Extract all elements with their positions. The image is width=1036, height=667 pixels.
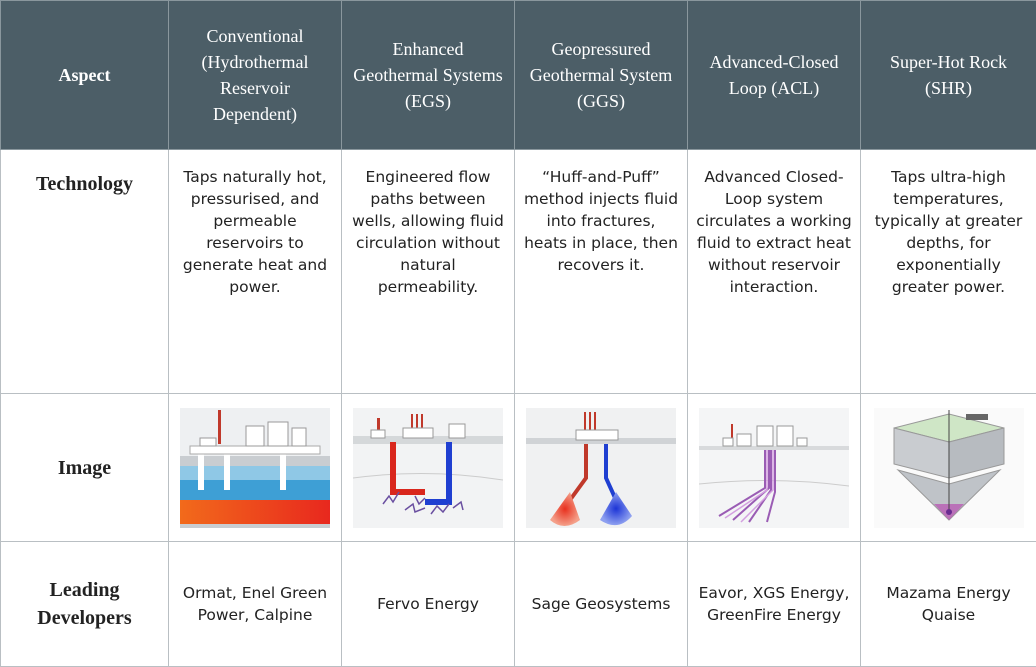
illustration-shape bbox=[584, 411, 586, 430]
illustration-shape bbox=[180, 499, 330, 524]
row-header: Leading Developers bbox=[0, 541, 169, 667]
illustration bbox=[873, 407, 1024, 528]
illustration-shape bbox=[718, 449, 776, 523]
column-header: Enhanced Geothermal Systems (EGS) bbox=[341, 0, 515, 150]
image-cell bbox=[341, 393, 515, 542]
illustration-shape bbox=[280, 451, 286, 490]
image-cell bbox=[687, 393, 861, 542]
table-row: Image bbox=[0, 393, 1036, 542]
image-cell bbox=[168, 393, 342, 542]
illustration-shape bbox=[526, 407, 676, 528]
illustration-shape bbox=[291, 427, 307, 446]
table-cell: Ormat, Enel Green Power, Calpine bbox=[168, 541, 342, 667]
column-header: Geopressured Geothermal System (GGS) bbox=[514, 0, 688, 150]
illustration bbox=[353, 407, 503, 528]
illustration-shape bbox=[594, 411, 596, 430]
illustration-shape bbox=[526, 437, 676, 444]
illustration-shape bbox=[796, 437, 808, 446]
illustration-shape bbox=[198, 451, 204, 490]
illustration-shape bbox=[600, 491, 632, 525]
table-row: Leading Developers Ormat, Enel Green Pow… bbox=[0, 541, 1036, 667]
image-cell bbox=[860, 393, 1036, 542]
illustration-shape bbox=[390, 441, 425, 495]
illustration-shape bbox=[180, 479, 330, 500]
illustration-shape bbox=[353, 435, 503, 444]
illustration bbox=[180, 407, 330, 528]
illustration-shape bbox=[402, 427, 434, 438]
table-cell: Mazama Energy Quaise bbox=[860, 541, 1036, 667]
table-cell: Eavor, XGS Energy, GreenFire Energy bbox=[687, 541, 861, 667]
illustration-shape bbox=[421, 413, 423, 430]
illustration-shape bbox=[756, 425, 774, 446]
illustration-shape bbox=[965, 413, 988, 420]
illustration-shape bbox=[724, 449, 774, 523]
illustration-shape bbox=[722, 437, 734, 446]
column-header: Advanced-Closed Loop (ACL) bbox=[687, 0, 861, 150]
illustration-shape bbox=[353, 472, 503, 480]
row-header: Image bbox=[0, 393, 169, 542]
illustration-shape bbox=[411, 413, 413, 430]
illustration bbox=[526, 407, 676, 528]
table-cell: Taps naturally hot, pressurised, and per… bbox=[168, 149, 342, 394]
table-cell: Advanced Closed-Loop system circulates a… bbox=[687, 149, 861, 394]
table-body: Technology Taps naturally hot, pressuris… bbox=[0, 149, 1036, 667]
illustration-shape bbox=[589, 411, 591, 430]
illustration-shape bbox=[945, 508, 952, 515]
table-cell: Taps ultra-high temperatures, typically … bbox=[860, 149, 1036, 394]
illustration-shape bbox=[377, 417, 380, 436]
illustration-shape bbox=[416, 413, 418, 430]
illustration-shape bbox=[425, 441, 452, 505]
illustration-shape bbox=[382, 491, 464, 514]
table-header: Aspect Conventional (Hydrothermal Reserv… bbox=[0, 0, 1036, 150]
illustration bbox=[699, 407, 849, 528]
illustration-shape bbox=[699, 445, 849, 450]
column-header: Super-Hot Rock (SHR) bbox=[860, 0, 1036, 150]
illustration-shape bbox=[218, 409, 221, 444]
illustration-shape bbox=[604, 443, 618, 501]
illustration-shape bbox=[267, 421, 289, 446]
illustration-shape bbox=[736, 433, 752, 446]
table-cell: Fervo Energy bbox=[341, 541, 515, 667]
illustration-shape bbox=[189, 445, 321, 454]
header-row: Aspect Conventional (Hydrothermal Reserv… bbox=[0, 0, 1036, 150]
image-cell bbox=[514, 393, 688, 542]
row-header: Technology bbox=[0, 149, 169, 394]
illustration-shape bbox=[776, 425, 794, 446]
table-cell: Engineered flow paths between wells, all… bbox=[341, 149, 515, 394]
illustration-shape bbox=[370, 429, 386, 438]
illustration-shape bbox=[353, 407, 503, 528]
illustration-shape bbox=[550, 491, 580, 526]
illustration-shape bbox=[568, 443, 588, 501]
column-header: Conventional (Hydrothermal Reservoir Dep… bbox=[168, 0, 342, 150]
illustration-shape bbox=[245, 425, 265, 446]
illustration-shape bbox=[224, 451, 230, 490]
table-cell: “Huff-and-Puff” method injects fluid int… bbox=[514, 149, 688, 394]
column-header: Aspect bbox=[0, 0, 169, 150]
illustration-shape bbox=[199, 437, 217, 446]
illustration-shape bbox=[448, 423, 466, 438]
table-row: Technology Taps naturally hot, pressuris… bbox=[0, 149, 1036, 394]
table-cell: Sage Geosystems bbox=[514, 541, 688, 667]
illustration-shape bbox=[575, 429, 619, 440]
illustration-shape bbox=[731, 423, 733, 442]
